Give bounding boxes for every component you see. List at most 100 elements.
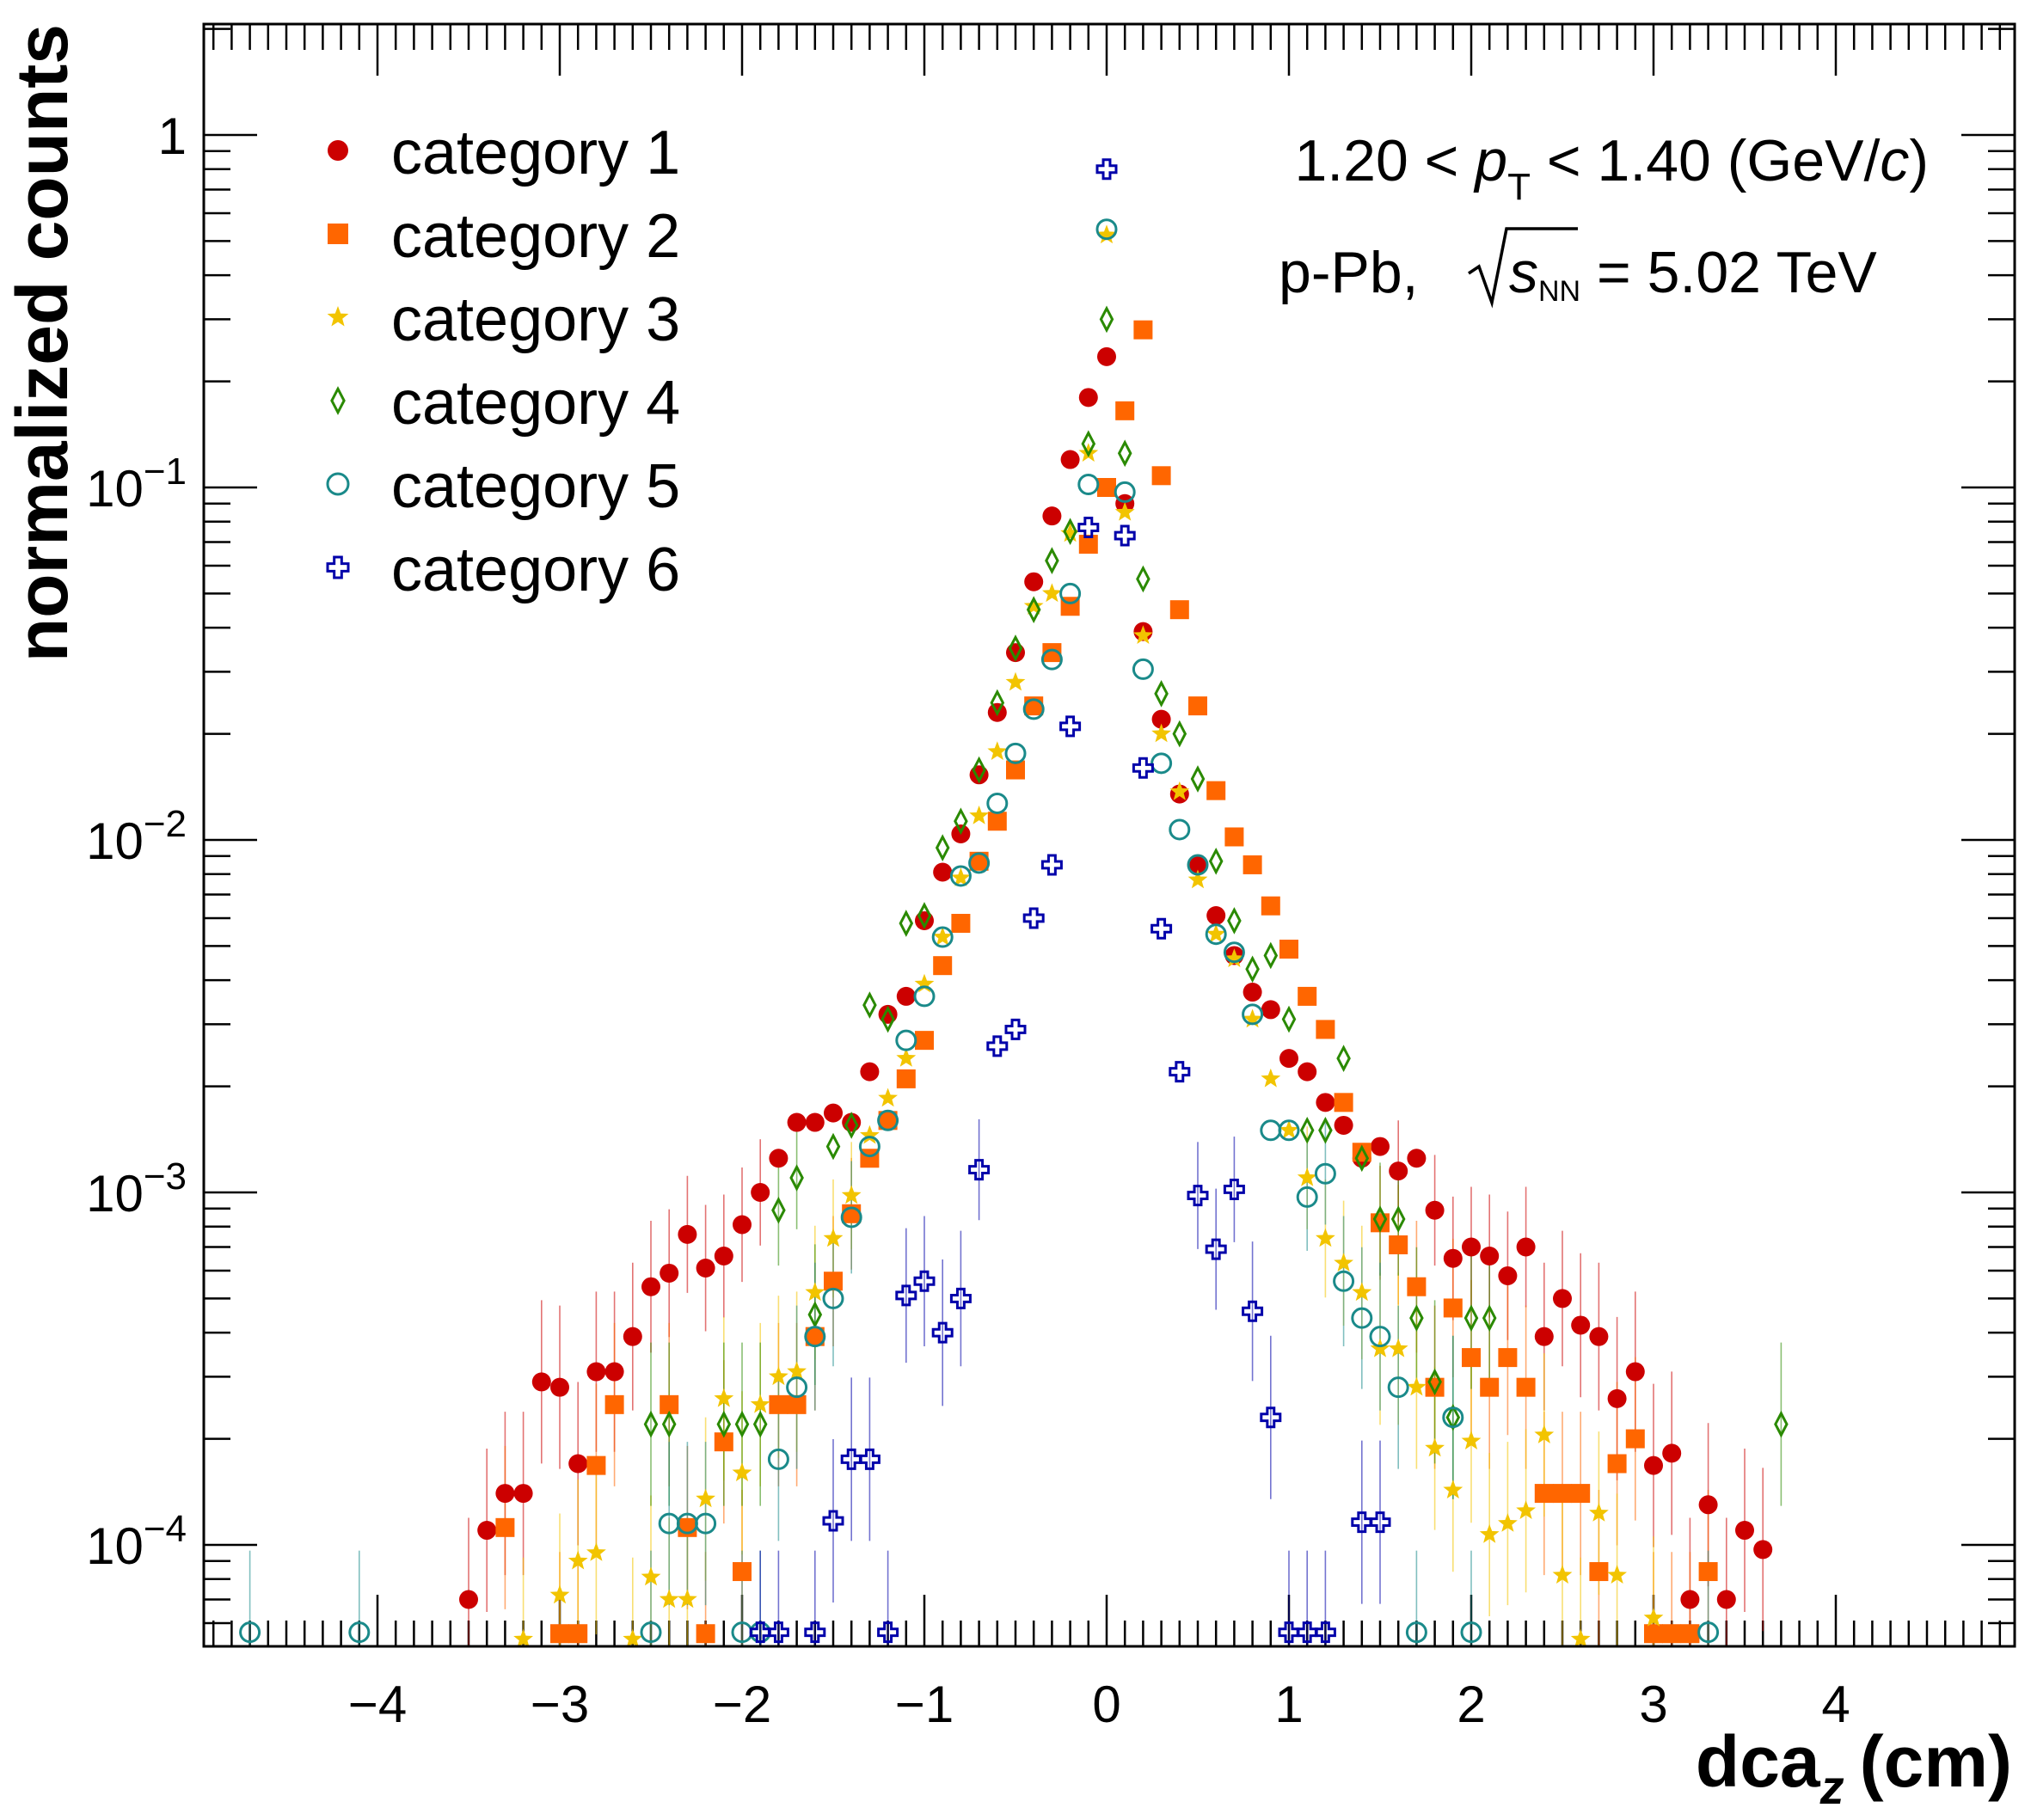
marker-filled-circle [1024,572,1044,591]
marker-filled-circle [824,1103,843,1123]
marker-filled-square [1516,1377,1536,1397]
marker-star [1169,781,1190,800]
marker-star [769,1366,788,1386]
x-axis-title-unit: (cm) [1860,1721,2012,1802]
y-tick-label: 1 [158,107,187,165]
marker-star [1279,1119,1299,1139]
marker-open-circle [1223,941,1245,964]
marker-open-diamond [825,1132,841,1161]
series-category-6 [749,158,1391,1644]
marker-open-diamond [789,1164,804,1192]
marker-open-cross [1260,1406,1282,1429]
marker-open-circle [1077,473,1100,495]
marker-open-diamond [752,1410,768,1438]
marker-filled-square [805,1327,825,1346]
marker-filled-circle [1206,906,1226,926]
marker-filled-square [1334,1093,1353,1112]
marker-open-cross [1223,1178,1245,1200]
marker-filled-square [896,1069,916,1088]
marker-filled-square [1571,1484,1591,1504]
legend-label: category 1 [391,119,680,187]
svg-text:p-Pb,: p-Pb, [1279,240,1419,305]
marker-open-circle [1205,923,1227,946]
marker-open-cross [1242,1300,1264,1322]
marker-open-cross [1296,1621,1318,1644]
marker-filled-square [1534,1484,1554,1504]
marker-star [841,1185,862,1204]
marker-star [1425,1437,1445,1457]
marker-star [951,867,971,886]
marker-open-diamond [1463,1304,1479,1333]
legend-item: category 3 [327,285,680,354]
marker-open-diamond [1299,1116,1315,1144]
y-tick-labels: 10−4 10−3 10−2 10−1 1 [86,107,187,1575]
marker-open-diamond [1208,847,1224,875]
legend: category 1 category 2 category 3 category 4… [326,119,680,604]
marker-filled-square [1115,401,1135,420]
marker-open-diamond [1227,907,1242,935]
marker-star [860,1124,880,1144]
marker-filled-square [604,1394,624,1414]
y-tick-label: 10−2 [86,803,187,870]
x-tick-label: 2 [1457,1676,1485,1733]
marker-open-diamond [1045,547,1059,574]
marker-open-cross [840,1448,862,1470]
legend-label: category 5 [391,452,680,521]
marker-star [1042,583,1062,603]
marker-open-diamond [1336,1045,1351,1072]
marker-filled-square [1462,1348,1481,1368]
kinematic-range-annotation: 1.20 < pT < 1.40 (GeV/c) [1294,128,1929,208]
error-bars [249,1118,1782,1646]
marker-open-cross [931,1321,954,1344]
marker-open-diamond [1081,430,1096,458]
marker-filled-circle [787,1112,807,1132]
marker-filled-square [1407,1277,1427,1296]
marker-filled-circle [477,1521,497,1541]
legend-item: category 1 [328,119,680,187]
marker-filled-square [769,1394,788,1414]
marker-star [641,1566,661,1586]
marker-open-cross [913,1270,936,1292]
marker-star [659,1589,679,1609]
marker-filled-square [586,1455,606,1475]
svg-text:sNN = 5.02 TeV: sNN = 5.02 TeV [1509,240,1877,308]
marker-filled-square [1625,1429,1645,1449]
marker-star [732,1462,752,1481]
marker-filled-square [568,1624,588,1644]
marker-open-circle [968,852,991,874]
marker-star [1297,1167,1317,1186]
marker-open-cross [949,1287,972,1309]
x-tick-label: 3 [1639,1676,1667,1733]
marker-open-circle [1442,1406,1464,1429]
marker-filled-circle [1042,506,1062,526]
marker-open-cross [895,1284,917,1307]
marker-filled-circle [1553,1289,1572,1308]
marker-filled-square [824,1272,843,1291]
marker-star [327,306,349,327]
legend-item: category 2 [328,202,680,271]
marker-filled-circle [623,1327,642,1346]
marker-open-cross [1077,517,1100,539]
marker-filled-circle [1188,855,1207,874]
marker-filled-circle [751,1183,770,1202]
marker-open-circle [1169,818,1191,841]
marker-star [1516,1500,1536,1519]
marker-filled-circle [860,1062,880,1082]
marker-filled-square [1498,1348,1518,1368]
marker-star [1316,1228,1335,1247]
marker-filled-square [1389,1235,1408,1254]
marker-star [1133,625,1153,644]
marker-open-circle [695,1512,717,1535]
marker-filled-square [1206,781,1226,800]
marker-open-circle [1004,742,1027,764]
x-axis-title-sub: z [1819,1760,1844,1814]
marker-filled-circle [1334,1115,1353,1135]
marker-open-circle [1351,1307,1373,1329]
marker-open-circle [239,1621,261,1644]
marker-open-circle [1460,1621,1482,1644]
marker-filled-circle [1443,1248,1463,1268]
marker-filled-circle [1607,1388,1627,1408]
marker-open-diamond [1117,439,1132,468]
marker-open-diamond [1154,680,1169,708]
marker-filled-circle [1316,1093,1335,1112]
